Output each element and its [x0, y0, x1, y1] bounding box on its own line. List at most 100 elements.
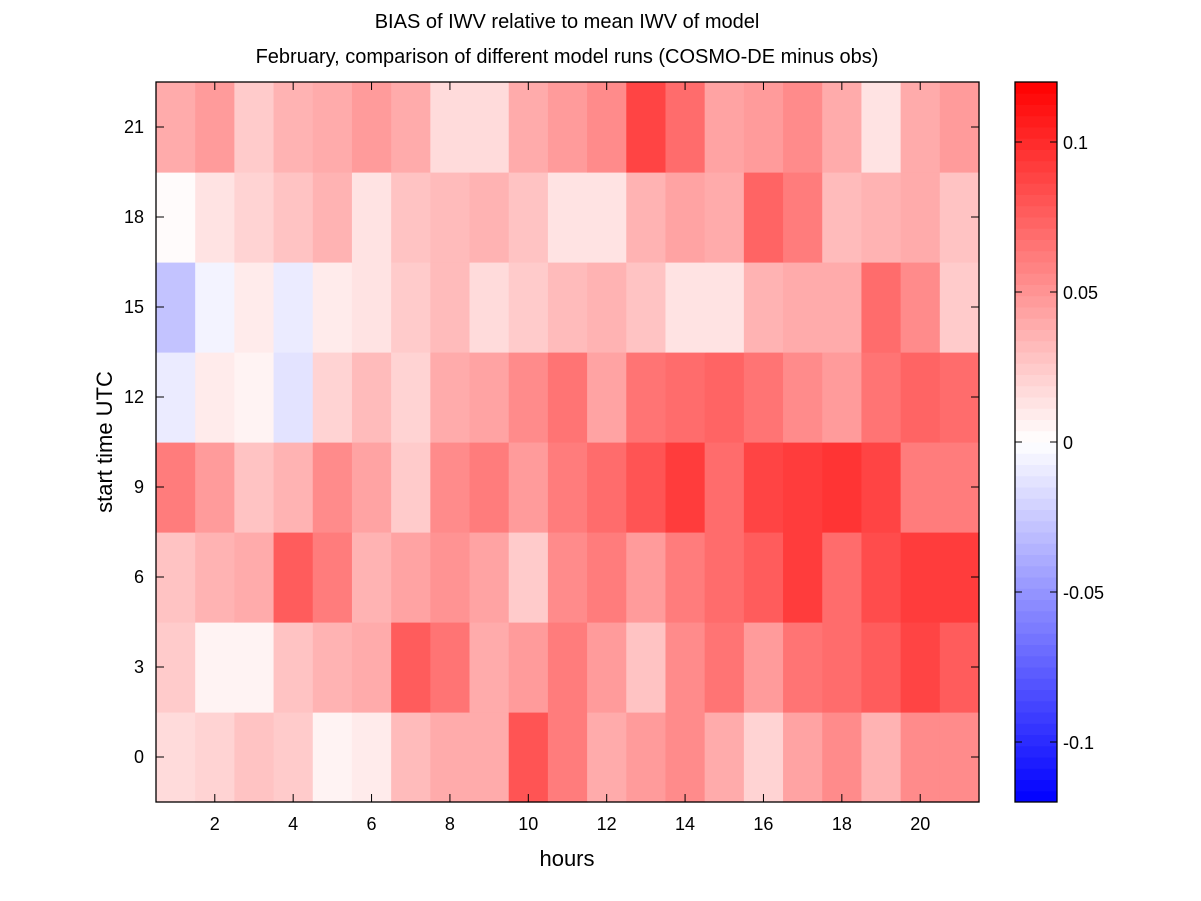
heatmap-cell-15-5 — [312, 262, 353, 353]
heatmap-cell-3-10 — [508, 622, 549, 713]
heatmap-cell-0-4 — [273, 712, 314, 803]
colorbar-segment — [1015, 385, 1057, 398]
colorbar-segment — [1015, 160, 1057, 173]
heatmap-cell-21-13 — [626, 82, 667, 173]
colorbar-segment — [1015, 655, 1057, 668]
y-tick-label: 15 — [124, 297, 144, 317]
heatmap-cell-12-19 — [861, 352, 902, 443]
colorbar-segment — [1015, 790, 1057, 803]
heatmap-cell-12-5 — [312, 352, 353, 443]
colorbar — [1015, 82, 1057, 803]
heatmap-cell-9-2 — [195, 442, 235, 533]
heatmap-cell-3-8 — [430, 622, 471, 713]
heatmap-cell-6-18 — [822, 532, 863, 623]
heatmap-cell-9-18 — [822, 442, 863, 533]
heatmap-cell-3-6 — [351, 622, 392, 713]
colorbar-segment — [1015, 149, 1057, 162]
heatmap-cell-12-16 — [743, 352, 784, 443]
heatmap-cell-18-4 — [273, 172, 314, 263]
colorbar-segment — [1015, 622, 1057, 634]
heatmap-cell-9-4 — [273, 442, 314, 533]
heatmap-cell-0-15 — [704, 712, 745, 803]
heatmap-cell-6-10 — [508, 532, 549, 623]
colorbar-segment — [1015, 430, 1057, 443]
heatmap-cell-12-15 — [704, 352, 745, 443]
colorbar-tick-label: -0.05 — [1063, 583, 1104, 603]
colorbar-tick-label: 0 — [1063, 433, 1073, 453]
colorbar-segment — [1015, 599, 1057, 612]
heatmap-cell-15-7 — [391, 262, 431, 353]
heatmap-cell-0-19 — [861, 712, 902, 803]
heatmap-cell-3-19 — [861, 622, 902, 713]
colorbar-segment — [1015, 183, 1057, 195]
colorbar-segment — [1015, 700, 1057, 713]
heatmap-cell-3-18 — [822, 622, 863, 713]
colorbar-segment — [1015, 689, 1057, 702]
heatmap-cell-6-16 — [743, 532, 784, 623]
heatmap-cell-9-7 — [391, 442, 431, 533]
heatmap-cell-12-2 — [195, 352, 235, 443]
y-tick-label: 21 — [124, 117, 144, 137]
colorbar-segment — [1015, 734, 1057, 747]
heatmap-cell-0-3 — [234, 712, 275, 803]
colorbar-segment — [1015, 453, 1057, 465]
y-tick-label: 3 — [134, 657, 144, 677]
x-tick-label: 8 — [445, 814, 455, 834]
heatmap-cell-3-12 — [587, 622, 627, 713]
x-tick-label: 18 — [832, 814, 852, 834]
heatmap-cell-21-11 — [547, 82, 588, 173]
heatmap-cell-0-12 — [587, 712, 627, 803]
colorbar-ticks: -0.1 -0.05 0 0.05 0.1 — [1015, 133, 1104, 753]
heatmap-cell-18-16 — [743, 172, 784, 263]
heatmap-cell-3-9 — [469, 622, 510, 713]
heatmap-cell-15-16 — [743, 262, 784, 353]
colorbar-segment — [1015, 554, 1057, 567]
plot-frame — [155, 81, 980, 803]
heatmap-cell-15-10 — [508, 262, 549, 353]
heatmap-cell-6-8 — [430, 532, 471, 623]
colorbar-segment — [1015, 757, 1057, 769]
heatmap-cell-9-8 — [430, 442, 471, 533]
chart-subtitle: February, comparison of different model … — [256, 46, 879, 68]
x-tick-label: 14 — [675, 814, 695, 834]
heatmap-cell-12-17 — [783, 352, 823, 443]
colorbar-tick-label: 0.05 — [1063, 283, 1098, 303]
heatmap-cell-21-20 — [900, 82, 941, 173]
heatmap-cell-9-13 — [626, 442, 667, 533]
colorbar-segment — [1015, 318, 1057, 330]
heatmap-cell-9-19 — [861, 442, 902, 533]
heatmap-cell-15-12 — [587, 262, 627, 353]
colorbar-segment — [1015, 565, 1057, 578]
heatmap-cell-18-20 — [900, 172, 941, 263]
heatmap-cell-3-20 — [900, 622, 941, 713]
heatmap-cell-18-5 — [312, 172, 353, 263]
heatmap-cell-18-13 — [626, 172, 667, 263]
heatmap-cell-0-13 — [626, 712, 667, 803]
heatmap-cell-18-2 — [195, 172, 235, 263]
colorbar-segment — [1015, 397, 1057, 409]
heatmap-cell-21-5 — [312, 82, 353, 173]
heatmap-cell-15-14 — [665, 262, 706, 353]
heatmap-cell-18-18 — [822, 172, 863, 263]
heatmap-cell-21-15 — [704, 82, 745, 173]
heatmap-cell-6-5 — [312, 532, 353, 623]
heatmap-cell-12-9 — [469, 352, 510, 443]
heatmap-cell-0-10 — [508, 712, 549, 803]
heatmap-cell-0-9 — [469, 712, 510, 803]
heatmap-cell-21-19 — [861, 82, 902, 173]
colorbar-segment — [1015, 532, 1057, 544]
heatmap-cell-9-5 — [312, 442, 353, 533]
colorbar-segment — [1015, 610, 1057, 623]
heatmap-cell-9-17 — [783, 442, 823, 533]
heatmap-cell-15-11 — [547, 262, 588, 353]
colorbar-segment — [1015, 419, 1057, 432]
heatmap-cell-6-11 — [547, 532, 588, 623]
heatmap-cell-21-8 — [430, 82, 471, 173]
heatmap-cell-15-17 — [783, 262, 823, 353]
heatmap-cell-15-20 — [900, 262, 941, 353]
colorbar-segment — [1015, 633, 1057, 645]
heatmap-cell-9-11 — [547, 442, 588, 533]
colorbar-segment — [1015, 194, 1057, 207]
colorbar-segment — [1015, 205, 1057, 218]
y-tick-label: 0 — [134, 747, 144, 767]
